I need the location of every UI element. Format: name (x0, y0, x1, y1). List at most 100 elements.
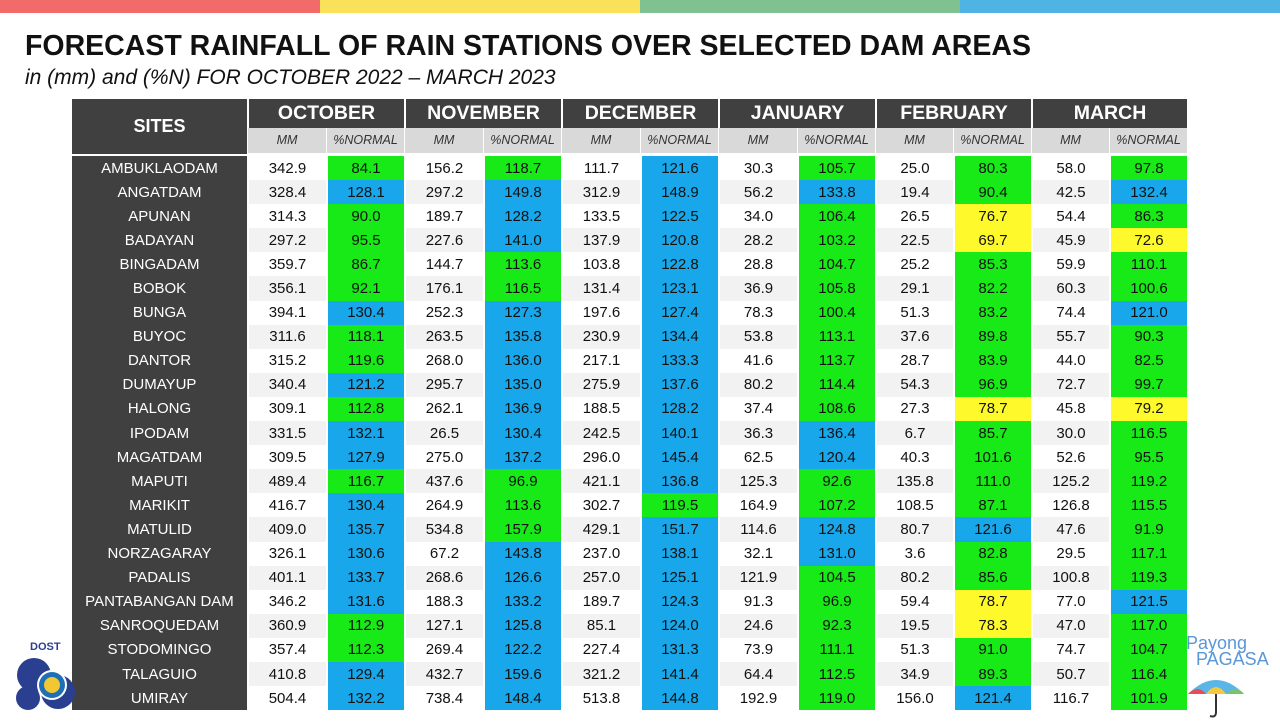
site-name-cell: STODOMINGO (72, 637, 247, 662)
table-row: IPODAM 331.5 132.1 26.5 130.4 242.5 140.1 36.3 1… (72, 421, 1187, 446)
payong-logo-text: Payong (1186, 633, 1247, 653)
mm-value-cell: 275.9 (561, 372, 640, 397)
table-row: STODOMINGO 357.4 112.3 269.4 122.2 227.4 131.3… (72, 637, 1187, 662)
table-row: UMIRAY 504.4 132.2 738.4 148.4 513.8 144.8 192.… (72, 686, 1187, 711)
percent-normal-cell: 141.0 (483, 228, 561, 253)
percent-normal-cell: 82.2 (953, 276, 1031, 301)
mm-value-cell: 45.8 (1031, 396, 1109, 422)
percent-normal-cell: 111.0 (953, 469, 1031, 494)
mm-value-cell: 26.5 (875, 204, 953, 229)
percent-normal-cell: 112.5 (797, 661, 875, 687)
mm-value-cell: 42.5 (1031, 180, 1109, 205)
percent-normal-cell: 96.9 (483, 469, 561, 494)
table-row: DUMAYUP 340.4 121.2 295.7 135.0 275.9 137.6 80.… (72, 372, 1187, 397)
mm-value-cell: 74.4 (1031, 300, 1109, 325)
top-bar-yellow-segment (320, 0, 640, 13)
percent-normal-cell: 141.4 (640, 661, 718, 687)
percent-normal-cell: 72.6 (1109, 228, 1187, 253)
mm-value-cell: 59.9 (1031, 252, 1109, 277)
percent-normal-cell: 78.7 (953, 589, 1031, 614)
mm-value-cell: 262.1 (404, 396, 483, 422)
percent-normal-cell: 89.8 (953, 324, 1031, 349)
percent-normal-cell: 131.3 (640, 637, 718, 662)
mm-value-cell: 311.6 (247, 324, 326, 349)
percent-normal-cell: 89.3 (953, 661, 1031, 687)
percent-normal-cell: 92.3 (797, 613, 875, 638)
mm-value-cell: 346.2 (247, 589, 326, 614)
mm-value-cell: 176.1 (404, 276, 483, 301)
month-header-february: FEBRUARY (875, 99, 1031, 128)
mm-value-cell: 125.3 (718, 469, 797, 494)
mm-value-cell: 54.4 (1031, 204, 1109, 229)
top-bar-green-segment (640, 0, 960, 13)
percent-normal-cell: 135.0 (483, 372, 561, 397)
percent-normal-cell: 138.1 (640, 541, 718, 566)
month-header-january: JANUARY (718, 99, 875, 128)
site-name-cell: HALONG (72, 396, 247, 422)
mm-subheader: MM (875, 127, 953, 156)
mm-value-cell: 321.2 (561, 661, 640, 687)
percent-normal-cell: 131.6 (326, 589, 404, 614)
mm-value-cell: 230.9 (561, 324, 640, 349)
percent-normal-cell: 136.9 (483, 396, 561, 422)
mm-value-cell: 309.1 (247, 396, 326, 422)
top-bar-red-segment (0, 0, 320, 13)
percent-normal-cell: 69.7 (953, 228, 1031, 253)
mm-value-cell: 131.4 (561, 276, 640, 301)
percent-normal-cell: 121.2 (326, 372, 404, 397)
table-row: SANROQUEDAM 360.9 112.9 127.1 125.8 85.1 124.0… (72, 613, 1187, 638)
table-row: PANTABANGAN DAM 346.2 131.6 188.3 133.2 189.7… (72, 589, 1187, 614)
site-name-cell: ANGATDAM (72, 180, 247, 205)
mm-value-cell: 28.2 (718, 228, 797, 253)
percent-normal-cell: 124.3 (640, 589, 718, 614)
mm-value-cell: 268.6 (404, 565, 483, 590)
percent-normal-cell: 84.1 (326, 156, 404, 181)
percent-normal-cell: 83.2 (953, 300, 1031, 325)
percent-normal-cell: 148.4 (483, 686, 561, 711)
mm-value-cell: 108.5 (875, 493, 953, 518)
percent-normal-cell: 108.6 (797, 396, 875, 422)
percent-normal-cell: 135.8 (483, 324, 561, 349)
percent-normal-cell: 130.4 (483, 421, 561, 446)
dost-logo-text: DOST (30, 641, 61, 653)
month-header-november: NOVEMBER (404, 99, 561, 128)
mm-value-cell: 357.4 (247, 637, 326, 662)
percent-normal-cell: 132.4 (1109, 180, 1187, 205)
mm-value-cell: 25.2 (875, 252, 953, 277)
mm-value-cell: 328.4 (247, 180, 326, 205)
percent-normal-cell: 80.3 (953, 156, 1031, 181)
percent-normal-cell: 121.4 (953, 686, 1031, 711)
mm-value-cell: 32.1 (718, 541, 797, 566)
percent-normal-cell: 96.9 (953, 372, 1031, 397)
percent-normal-cell: 130.6 (326, 541, 404, 566)
mm-value-cell: 91.3 (718, 589, 797, 614)
mm-value-cell: 44.0 (1031, 348, 1109, 373)
mm-value-cell: 58.0 (1031, 156, 1109, 181)
mm-value-cell: 77.0 (1031, 589, 1109, 614)
mm-subheader: MM (561, 127, 640, 156)
mm-value-cell: 67.2 (404, 541, 483, 566)
percent-normal-cell: 119.3 (1109, 565, 1187, 590)
mm-value-cell: 85.1 (561, 613, 640, 638)
percent-normal-cell: 107.2 (797, 493, 875, 518)
mm-value-cell: 6.7 (875, 421, 953, 446)
percent-normal-cell: 85.6 (953, 565, 1031, 590)
mm-value-cell: 40.3 (875, 445, 953, 470)
table-row: TALAGUIO 410.8 129.4 432.7 159.6 321.2 141.4 64… (72, 661, 1187, 687)
percent-normal-cell: 133.3 (640, 348, 718, 373)
mm-value-cell: 54.3 (875, 372, 953, 397)
mm-value-cell: 189.7 (561, 589, 640, 614)
payong-pagasa-logo: Payong PAGASA (1186, 632, 1276, 720)
percent-normal-cell: 112.3 (326, 637, 404, 662)
dost-pagasa-logo: DOST (12, 640, 82, 715)
mm-value-cell: 432.7 (404, 661, 483, 687)
mm-value-cell: 34.0 (718, 204, 797, 229)
mm-value-cell: 297.2 (404, 180, 483, 205)
mm-value-cell: 116.7 (1031, 686, 1109, 711)
percent-normal-cell: 128.1 (326, 180, 404, 205)
percent-normal-cell: 101.9 (1109, 686, 1187, 711)
site-name-cell: UMIRAY (72, 686, 247, 711)
mm-value-cell: 28.8 (718, 252, 797, 277)
percent-normal-cell: 91.0 (953, 637, 1031, 662)
mm-value-cell: 121.9 (718, 565, 797, 590)
